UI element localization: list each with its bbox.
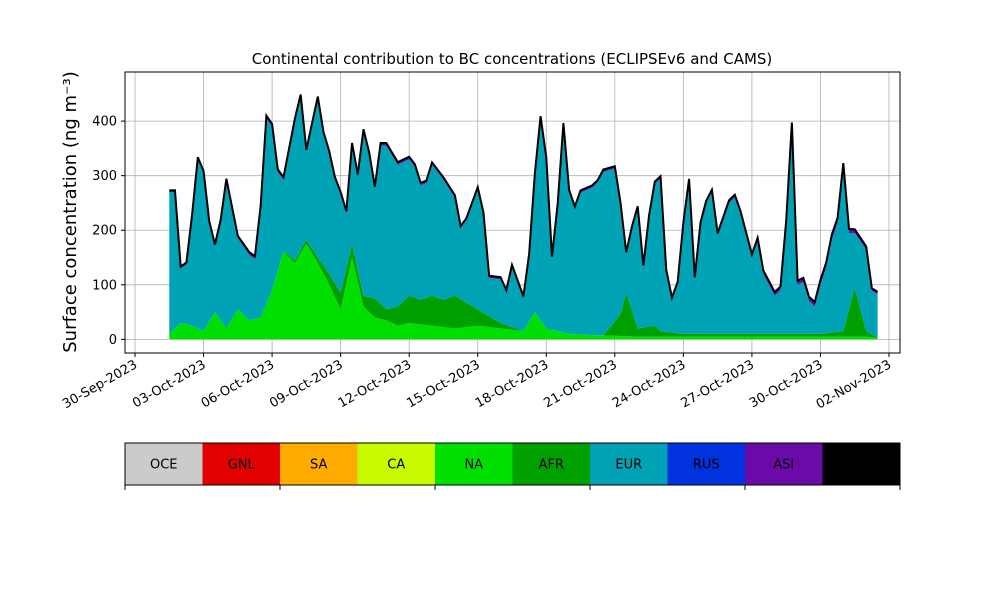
legend-swatch-aus [822,443,901,485]
area-na [169,243,878,340]
legend-swatch-gnl [202,443,281,485]
y-tick-label: 0 [109,333,117,348]
legend-label-ca: CA [387,458,405,473]
y-tick-label: 300 [92,169,117,184]
plot-frame [124,71,901,354]
legend-label-oce: OCE [150,458,178,473]
legend-label-asi: ASI [773,458,794,473]
y-axis: 0 100 200 300 400 [92,115,125,348]
legend-label-na: NA [464,458,483,473]
legend-swatch-afr [512,443,591,485]
legend-swatch-rus [667,443,746,485]
legend-swatch-oce [125,443,203,485]
legend-label-afr: AFR [539,458,564,473]
legend-label-rus: RUS [693,458,720,473]
legend-label-eur: EUR [615,458,642,473]
legend-label-sa: SA [310,458,327,473]
legend-label-aus: AUS [848,458,875,473]
area-eur [169,97,878,338]
y-tick-label: 100 [92,278,117,293]
legend-swatch-na [435,443,513,485]
legend-swatch-asi [745,443,823,485]
total-line-group [169,94,879,304]
total-line [169,94,879,304]
legend-label-gnl: GNL [228,458,256,473]
y-axis-label: Surface concentration (ng m⁻³) [60,71,81,353]
y-tick-label: 400 [92,115,117,130]
legend-swatch-ca [357,443,436,485]
y-tick-label: 200 [92,224,117,239]
legend-frame [124,442,901,486]
legend-colorbar: OCE GNL SA CA NA AFR EUR RUS ASI AUS [124,442,901,490]
chart-title: Continental contribution to BC concentra… [252,50,773,68]
legend-swatch-sa [280,443,358,485]
legend-swatch-eur [590,443,668,485]
